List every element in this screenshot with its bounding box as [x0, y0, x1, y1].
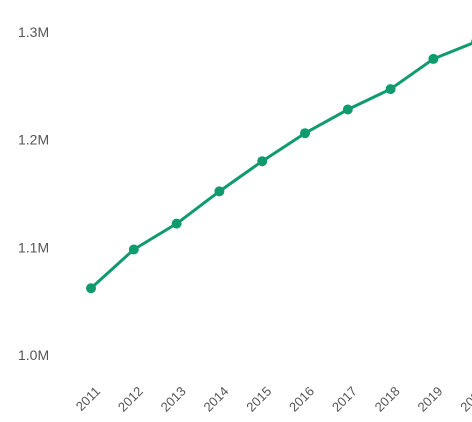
data-point: [428, 53, 439, 64]
x-tick-label: 2017: [329, 384, 360, 415]
x-tick-label: 2020: [457, 384, 472, 415]
y-tick-label: 1.1M: [18, 239, 49, 255]
y-tick-label: 1.3M: [18, 24, 49, 40]
data-point: [128, 244, 139, 255]
x-tick-label: 2018: [372, 384, 403, 415]
y-tick-label: 1.0M: [18, 347, 49, 363]
data-point: [214, 186, 225, 197]
x-tick-label: 2016: [286, 384, 317, 415]
data-point: [342, 104, 353, 115]
data-point: [385, 84, 396, 95]
y-tick-label: 1.2M: [18, 132, 49, 148]
data-point: [86, 283, 96, 294]
data-point: [257, 156, 268, 167]
x-tick-label: 2015: [243, 384, 274, 415]
data-point: [171, 218, 182, 229]
x-tick-label: 2013: [158, 384, 189, 415]
y-axis: 1.0M 1.1M 1.2M 1.3M: [18, 24, 49, 363]
x-tick-label: 2014: [200, 384, 231, 415]
series-line: [89, 41, 472, 290]
x-tick-label: 2012: [115, 384, 146, 415]
plot-area: [86, 38, 472, 294]
data-point: [300, 128, 310, 139]
x-axis: 2011 2012 2013 2014 2015 2016 2017 2018 2019 2020: [73, 384, 472, 415]
x-tick-label: 2019: [414, 384, 445, 415]
x-tick-label: 2011: [73, 384, 103, 414]
